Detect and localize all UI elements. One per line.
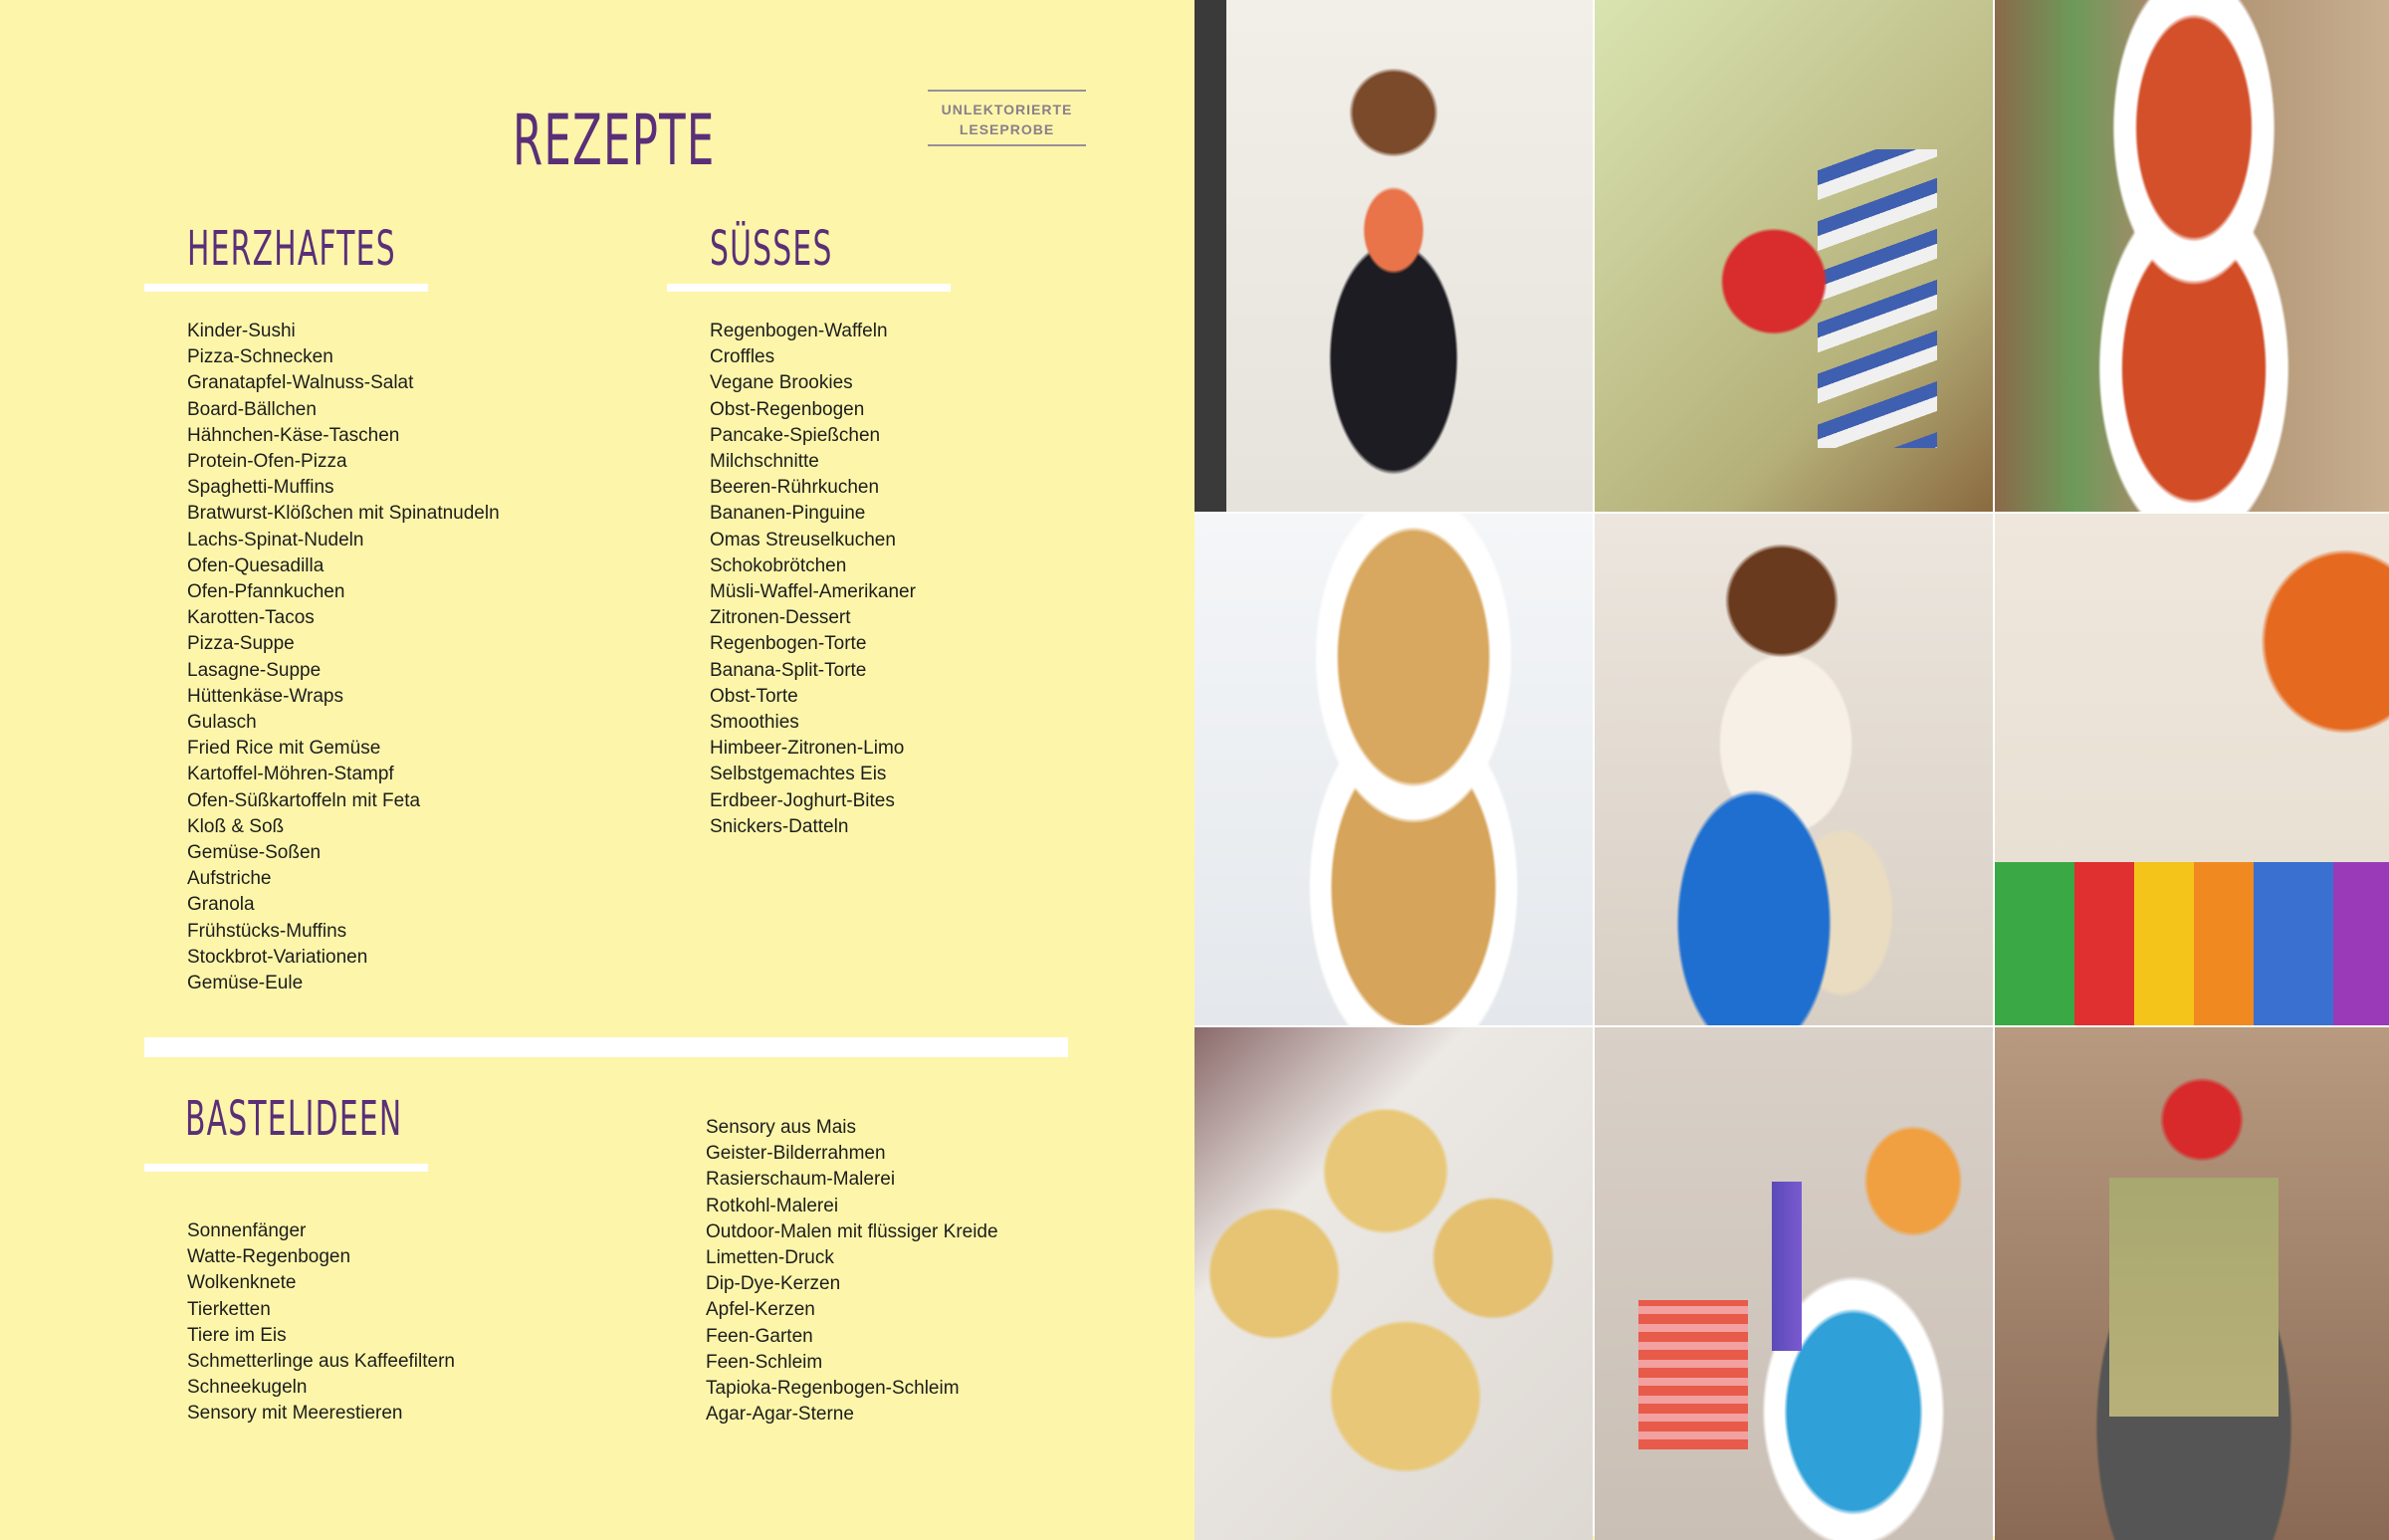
- herzhaftes-list: Kinder-Sushi Pizza-Schnecken Granatapfel-W…: [187, 319, 500, 996]
- list-item: Vegane Brookies: [710, 372, 853, 394]
- photo-woman-with-sensory-bin: [1595, 514, 1993, 1025]
- list-item: Pancake-Spießchen: [710, 424, 881, 446]
- list-item: Lachs-Spinat-Nudeln: [187, 529, 364, 550]
- list-item: Sonnenfänger: [187, 1220, 307, 1241]
- list-item: Banana-Split-Torte: [710, 659, 867, 681]
- list-item: Gulasch: [187, 712, 257, 734]
- page-title: Rezepte: [513, 100, 716, 181]
- list-item: Gemüse-Soßen: [187, 842, 322, 864]
- list-item: Erdbeer-Joghurt-Bites: [710, 789, 895, 811]
- list-item: Agar-Agar-Sterne: [706, 1404, 854, 1426]
- list-item: Milchschnitte: [710, 451, 819, 473]
- list-item: Granola: [187, 894, 255, 916]
- list-item: Beeren-Rührkuchen: [710, 477, 880, 499]
- list-item: Tapioka-Regenbogen-Schleim: [706, 1378, 960, 1400]
- section-heading-bastelideen: Bastelideen: [185, 1091, 403, 1147]
- list-item: Spaghetti-Muffins: [187, 477, 334, 499]
- photo-child-sorting-red-discs: [1595, 0, 1993, 512]
- list-item: Watte-Regenbogen: [187, 1246, 351, 1268]
- list-item: Karotten-Tacos: [187, 607, 315, 629]
- list-item: Pizza-Suppe: [187, 633, 295, 655]
- list-item: Kinder-Sushi: [187, 321, 296, 341]
- list-item: Ofen-Pfannkuchen: [187, 581, 345, 603]
- list-item: Kartoffel-Möhren-Stampf: [187, 764, 394, 785]
- proof-stamp: UNLEKTORIERTE LESEPROBE: [928, 90, 1086, 146]
- list-item: Pizza-Schnecken: [187, 346, 333, 368]
- list-item: Rasierschaum-Malerei: [706, 1169, 896, 1191]
- list-item: Gemüse-Eule: [187, 973, 304, 994]
- list-item: Bananen-Pinguine: [710, 503, 866, 525]
- list-item: Sensory aus Mais: [706, 1117, 857, 1138]
- photo-strawberry-pancake-stack: [1995, 1027, 2389, 1540]
- section-heading-herzhaftes: Herzhaftes: [187, 221, 396, 277]
- list-item: Schmetterlinge aus Kaffeefiltern: [187, 1351, 455, 1373]
- list-item: Ofen-Süßkartoffeln mit Feta: [187, 789, 421, 811]
- list-item: Hüttenkäse-Wraps: [187, 685, 343, 707]
- photo-grid: [1194, 0, 2389, 1540]
- list-item: Bratwurst-Klößchen mit Spinatnudeln: [187, 503, 500, 525]
- stamp-line-1: UNLEKTORIERTE: [941, 102, 1073, 117]
- list-item: Ofen-Quesadilla: [187, 554, 325, 576]
- photo-tomato-soup-bowls: [1995, 0, 2389, 512]
- list-item: Tiere im Eis: [187, 1324, 287, 1346]
- list-item: Schokobrötchen: [710, 554, 847, 576]
- photo-rice-vegetable-bowls: [1194, 514, 1593, 1025]
- photo-cheese-muffins: [1194, 1027, 1593, 1540]
- list-item: Granatapfel-Walnuss-Salat: [187, 372, 414, 394]
- list-item: Stockbrot-Variationen: [187, 946, 368, 968]
- list-item: Lasagne-Suppe: [187, 659, 322, 681]
- photo-child-with-purple-slime: [1595, 1027, 1993, 1540]
- list-item: Geister-Bilderrahmen: [706, 1143, 886, 1165]
- suesses-list: Regenbogen-Waffeln Croffles Vegane Brookie…: [710, 319, 916, 840]
- bastelideen-list-right: Sensory aus Mais Geister-Bilderrahmen Rasi…: [706, 1115, 998, 1428]
- stamp-line-2: LESEPROBE: [959, 121, 1055, 137]
- photo-child-rainbow-rice-play: [1995, 514, 2389, 1025]
- list-item: Snickers-Datteln: [710, 815, 849, 837]
- section-divider: [144, 1037, 1068, 1057]
- list-item: Obst-Regenbogen: [710, 398, 865, 420]
- list-item: Aufstriche: [187, 868, 272, 890]
- recipe-index-page: Rezepte UNLEKTORIERTE LESEPROBE Herzhaft…: [0, 0, 1194, 1536]
- list-item: Obst-Torte: [710, 685, 798, 707]
- photo-woman-with-rainbow-cake: [1194, 0, 1593, 512]
- list-item: Board-Bällchen: [187, 398, 317, 420]
- list-item: Schneekugeln: [187, 1377, 308, 1399]
- list-item: Selbstgemachtes Eis: [710, 764, 887, 785]
- list-item: Himbeer-Zitronen-Limo: [710, 738, 905, 760]
- list-item: Müsli-Waffel-Amerikaner: [710, 581, 916, 603]
- list-item: Protein-Ofen-Pizza: [187, 451, 347, 473]
- list-item: Smoothies: [710, 712, 799, 734]
- list-item: Croffles: [710, 346, 775, 368]
- list-item: Feen-Garten: [706, 1325, 813, 1347]
- list-item: Omas Streuselkuchen: [710, 529, 896, 550]
- list-item: Kloß & Soß: [187, 815, 285, 837]
- list-item: Feen-Schleim: [706, 1351, 823, 1373]
- list-item: Rotkohl-Malerei: [706, 1195, 839, 1216]
- list-item: Apfel-Kerzen: [706, 1299, 815, 1321]
- heading-underline: [667, 284, 951, 292]
- list-item: Regenbogen-Waffeln: [710, 321, 888, 341]
- list-item: Frühstücks-Muffins: [187, 920, 347, 942]
- list-item: Fried Rice mit Gemüse: [187, 738, 381, 760]
- heading-underline: [144, 284, 428, 292]
- list-item: Sensory mit Meerestieren: [187, 1403, 403, 1425]
- list-item: Wolkenknete: [187, 1272, 297, 1294]
- list-item: Zitronen-Dessert: [710, 607, 851, 629]
- section-heading-suesses: Süsses: [710, 221, 833, 277]
- list-item: Hähnchen-Käse-Taschen: [187, 424, 400, 446]
- heading-underline: [144, 1164, 428, 1172]
- bastelideen-list-left: Sonnenfänger Watte-Regenbogen Wolkenknete T…: [187, 1218, 455, 1428]
- list-item: Limetten-Druck: [706, 1247, 834, 1269]
- list-item: Tierketten: [187, 1298, 271, 1320]
- list-item: Regenbogen-Torte: [710, 633, 867, 655]
- list-item: Dip-Dye-Kerzen: [706, 1273, 841, 1295]
- list-item: Outdoor-Malen mit flüssiger Kreide: [706, 1220, 998, 1242]
